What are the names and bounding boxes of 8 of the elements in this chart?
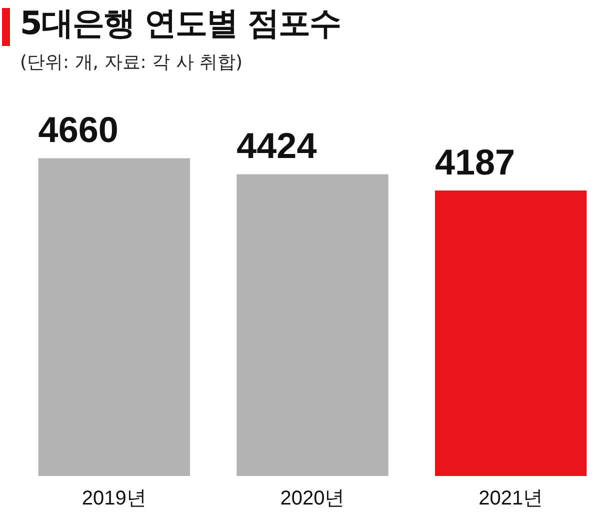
x-tick-label: 2020년 <box>280 488 345 510</box>
data-label: 4187 <box>434 141 516 182</box>
data-label: 4660 <box>38 109 118 150</box>
x-tick-label: 2021년 <box>478 488 544 510</box>
x-tick-label: 2019년 <box>82 488 146 510</box>
data-label: 4424 <box>236 125 317 166</box>
chart-title: 5대은행 연도별 점포수 <box>20 3 341 44</box>
chart-subtitle: (단위: 개, 자료: 각 사 취합) <box>20 51 243 74</box>
